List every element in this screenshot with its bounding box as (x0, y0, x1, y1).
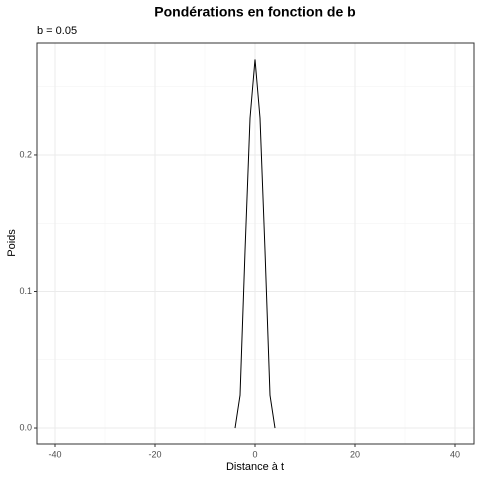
panel-border (36, 42, 475, 445)
y-tick-label: 0.0 (19, 422, 32, 432)
chart-title: Pondérations en fonction de b (154, 4, 355, 20)
x-tick-label: 20 (350, 449, 360, 459)
x-tick-label: -20 (148, 449, 161, 459)
y-axis-label: Poids (6, 229, 18, 257)
x-tick-label: -40 (48, 449, 61, 459)
x-tick-label: 40 (450, 449, 460, 459)
x-tick-label: 0 (252, 449, 257, 459)
x-axis-label: Distance à t (226, 461, 284, 473)
line (234, 59, 276, 429)
y-tick-label: 0.2 (19, 149, 32, 159)
chart-subtitle: b = 0.05 (37, 25, 77, 37)
y-tick-label: 0.1 (19, 286, 32, 296)
